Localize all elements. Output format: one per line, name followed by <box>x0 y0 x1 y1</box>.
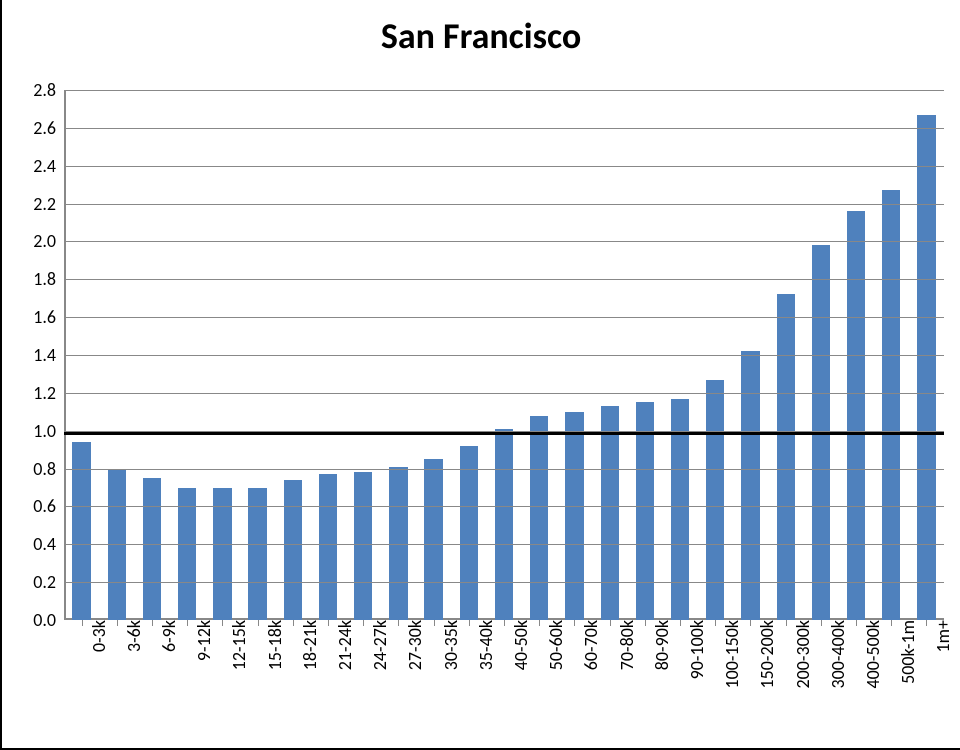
y-tick-label: 1.4 <box>33 344 64 366</box>
y-tick-label: 2.0 <box>33 230 64 252</box>
bar <box>565 412 583 620</box>
gridline <box>64 90 944 91</box>
x-tick-label: 12-15k <box>222 620 250 670</box>
x-tick-label: 300-400k <box>821 620 849 688</box>
y-tick-label: 0.4 <box>33 533 64 555</box>
bar <box>495 429 513 620</box>
y-tick-label: 2.2 <box>33 193 64 215</box>
x-tick-label: 3-6k <box>117 620 145 652</box>
y-tick-label: 2.8 <box>33 79 64 101</box>
x-tick-label: 0-3k <box>82 620 110 652</box>
x-tick-label: 500k-1m <box>891 620 919 684</box>
x-tick-label: 9-12k <box>187 620 215 661</box>
gridline <box>64 317 944 318</box>
y-tick-label: 2.6 <box>33 117 64 139</box>
x-tick-label: 50-60k <box>539 620 567 670</box>
gridline <box>64 393 944 394</box>
x-tick-label: 150-200k <box>750 620 778 688</box>
gridline <box>64 355 944 356</box>
bar <box>601 406 619 620</box>
x-tick-label: 200-300k <box>786 620 814 688</box>
x-tick-label: 400-500k <box>856 620 884 688</box>
bar <box>741 351 759 620</box>
x-tick-label: 40-50k <box>504 620 532 670</box>
gridline <box>64 128 944 129</box>
chart-container: San Francisco 0-3k3-6k6-9k9-12k12-15k15-… <box>0 0 960 750</box>
plot-area: 0-3k3-6k6-9k9-12k12-15k15-18k18-21k21-24… <box>64 90 944 620</box>
y-tick-label: 1.2 <box>33 382 64 404</box>
bar <box>882 190 900 620</box>
x-tick-label: 30-35k <box>434 620 462 670</box>
x-tick-label: 100-150k <box>715 620 743 688</box>
x-tick-label: 15-18k <box>258 620 286 670</box>
bar <box>424 459 442 620</box>
gridline <box>64 431 944 432</box>
gridline <box>64 204 944 205</box>
bar <box>460 446 478 620</box>
bar <box>319 474 337 620</box>
gridline <box>64 469 944 470</box>
x-tick-label: 6-9k <box>152 620 180 652</box>
bar <box>847 211 865 620</box>
x-tick-label: 35-40k <box>469 620 497 670</box>
x-tick-label: 27-30k <box>398 620 426 670</box>
gridline <box>64 582 944 583</box>
bar <box>284 480 302 620</box>
x-tick-label: 70-80k <box>610 620 638 670</box>
x-tick-label: 24-27k <box>363 620 391 670</box>
y-tick-label: 0.0 <box>33 609 64 631</box>
gridline <box>64 544 944 545</box>
x-tick-label: 80-90k <box>645 620 673 670</box>
x-tick-label: 90-100k <box>680 620 708 679</box>
bar <box>706 380 724 620</box>
y-tick-label: 2.4 <box>33 155 64 177</box>
bar <box>354 472 372 620</box>
y-tick-label: 1.6 <box>33 306 64 328</box>
bar <box>530 416 548 620</box>
x-tick-label: 21-24k <box>328 620 356 670</box>
bar <box>636 402 654 620</box>
bar <box>777 294 795 620</box>
y-tick-label: 1.8 <box>33 268 64 290</box>
gridline <box>64 241 944 242</box>
y-tick-label: 1.0 <box>33 420 64 442</box>
y-tick-label: 0.8 <box>33 458 64 480</box>
x-tick-label: 1m+ <box>926 620 954 652</box>
gridline <box>64 166 944 167</box>
gridline <box>64 506 944 507</box>
x-tick-label: 60-70k <box>574 620 602 670</box>
y-tick-label: 0.6 <box>33 495 64 517</box>
x-tick-label: 18-21k <box>293 620 321 670</box>
chart-title: San Francisco <box>2 14 960 58</box>
y-tick-label: 0.2 <box>33 571 64 593</box>
gridline <box>64 279 944 280</box>
bar <box>143 478 161 620</box>
